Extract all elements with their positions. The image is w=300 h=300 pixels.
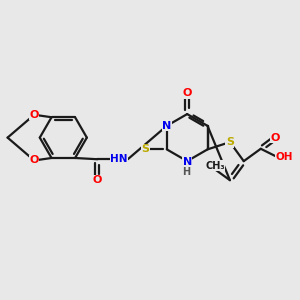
- Text: H: H: [182, 167, 190, 176]
- Text: N: N: [162, 121, 171, 131]
- Text: N: N: [182, 158, 192, 167]
- Text: O: O: [271, 133, 280, 142]
- Text: S: S: [142, 144, 150, 154]
- Text: HN: HN: [110, 154, 128, 164]
- Text: OH: OH: [276, 152, 293, 162]
- Text: O: O: [93, 175, 102, 185]
- Text: O: O: [29, 155, 39, 166]
- Text: S: S: [226, 137, 234, 147]
- Text: O: O: [182, 88, 192, 98]
- Text: O: O: [29, 110, 39, 120]
- Text: CH₃: CH₃: [205, 160, 225, 170]
